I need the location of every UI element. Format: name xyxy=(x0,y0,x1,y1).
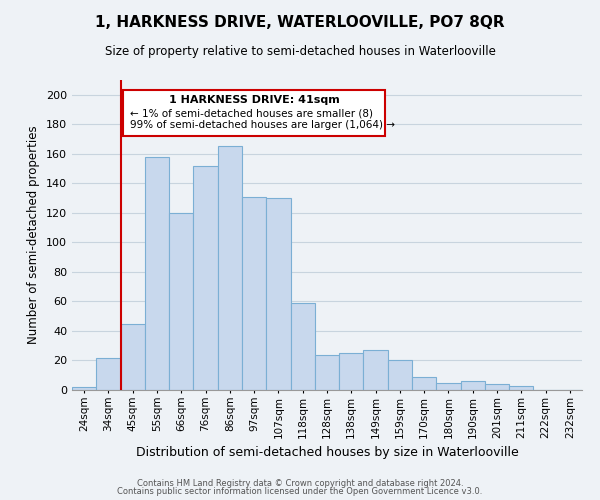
Bar xyxy=(509,386,533,390)
Bar xyxy=(266,198,290,390)
Bar xyxy=(485,384,509,390)
Text: 1, HARKNESS DRIVE, WATERLOOVILLE, PO7 8QR: 1, HARKNESS DRIVE, WATERLOOVILLE, PO7 8Q… xyxy=(95,15,505,30)
Bar xyxy=(339,353,364,390)
Bar xyxy=(242,196,266,390)
Bar xyxy=(193,166,218,390)
Text: 1 HARKNESS DRIVE: 41sqm: 1 HARKNESS DRIVE: 41sqm xyxy=(169,95,340,105)
X-axis label: Distribution of semi-detached houses by size in Waterlooville: Distribution of semi-detached houses by … xyxy=(136,446,518,459)
Bar xyxy=(121,324,145,390)
Bar xyxy=(461,381,485,390)
Bar xyxy=(315,354,339,390)
Bar xyxy=(290,303,315,390)
Bar xyxy=(169,213,193,390)
Text: Contains public sector information licensed under the Open Government Licence v3: Contains public sector information licen… xyxy=(118,487,482,496)
Text: Contains HM Land Registry data © Crown copyright and database right 2024.: Contains HM Land Registry data © Crown c… xyxy=(137,478,463,488)
Text: Size of property relative to semi-detached houses in Waterlooville: Size of property relative to semi-detach… xyxy=(104,45,496,58)
Bar xyxy=(145,157,169,390)
Bar xyxy=(412,376,436,390)
Bar xyxy=(436,382,461,390)
Y-axis label: Number of semi-detached properties: Number of semi-detached properties xyxy=(28,126,40,344)
FancyBboxPatch shape xyxy=(123,90,385,136)
Bar xyxy=(388,360,412,390)
Bar xyxy=(96,358,121,390)
Bar xyxy=(218,146,242,390)
Bar xyxy=(364,350,388,390)
Text: ← 1% of semi-detached houses are smaller (8): ← 1% of semi-detached houses are smaller… xyxy=(130,108,373,118)
Text: 99% of semi-detached houses are larger (1,064) →: 99% of semi-detached houses are larger (… xyxy=(130,120,395,130)
Bar xyxy=(72,387,96,390)
